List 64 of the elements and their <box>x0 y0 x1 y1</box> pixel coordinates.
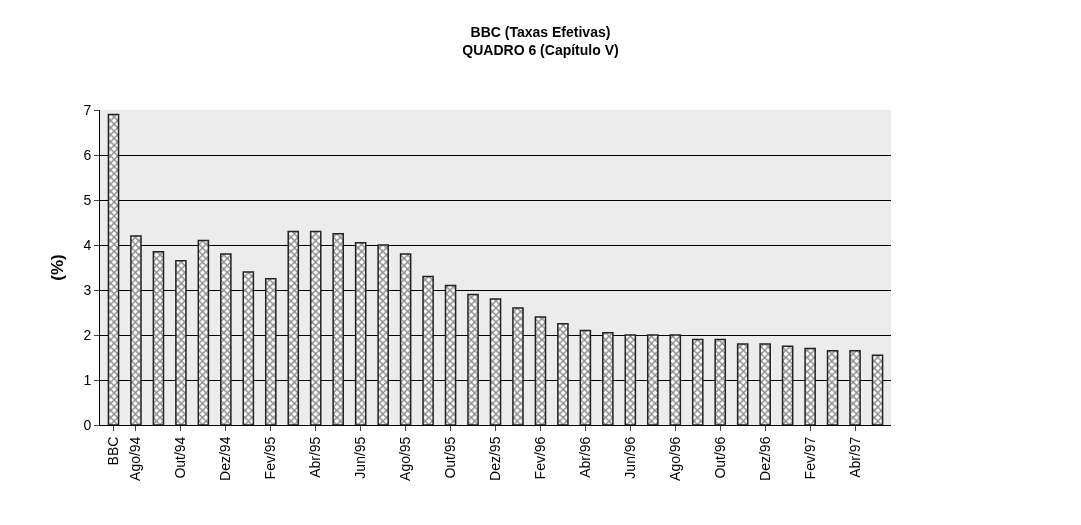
chart-subtitle: QUADRO 6 (Capítulo V) <box>462 41 619 58</box>
bar <box>714 338 727 425</box>
bar <box>264 278 277 425</box>
y-tick-label: 2 <box>83 326 92 343</box>
bar <box>781 345 794 425</box>
x-tick-label: Abr/95 <box>307 436 324 478</box>
bar <box>557 323 569 425</box>
bar <box>130 235 142 425</box>
x-tick-label: BBC <box>105 436 122 466</box>
bar <box>422 275 434 425</box>
bar <box>804 347 816 425</box>
x-tick-label: Fev/95 <box>262 436 279 480</box>
bar <box>602 332 614 425</box>
x-tick-label: Out/95 <box>442 436 459 479</box>
x-tick-label: Dez/95 <box>487 436 504 481</box>
y-tick-label: 7 <box>83 101 92 118</box>
bar <box>647 334 659 425</box>
bar <box>444 284 457 425</box>
x-tick-label: Fev/97 <box>801 436 818 480</box>
bar <box>467 293 479 425</box>
bar <box>624 334 637 425</box>
bar <box>489 298 502 425</box>
bar <box>826 350 839 425</box>
y-tick-label: 4 <box>83 236 92 253</box>
x-tick-label: Dez/96 <box>756 436 773 481</box>
bar <box>512 307 524 425</box>
x-tick-label: Out/96 <box>711 436 728 479</box>
x-tick-label: Abr/97 <box>846 436 863 478</box>
x-tick-label: Out/94 <box>172 436 189 479</box>
x-tick-label: Fev/96 <box>531 436 548 480</box>
bar <box>377 244 389 425</box>
bar <box>691 338 704 425</box>
bar <box>534 316 547 425</box>
bar <box>736 343 749 425</box>
bar <box>152 251 165 425</box>
bar <box>220 253 232 425</box>
y-tick-label: 6 <box>83 146 92 163</box>
bar <box>871 354 884 425</box>
bar <box>849 350 861 425</box>
x-tick-label: Jun/96 <box>621 436 638 479</box>
x-tick-label: Jun/95 <box>352 436 369 479</box>
y-tick-label: 3 <box>83 281 92 298</box>
y-tick-label: 5 <box>83 191 92 208</box>
y-tick-label: 1 <box>83 371 92 388</box>
bar <box>287 230 300 425</box>
x-tick-label: Abr/96 <box>576 436 593 478</box>
bar <box>354 242 367 425</box>
bar <box>197 239 210 425</box>
bar <box>759 343 771 425</box>
x-tick-label: Ago/95 <box>397 436 414 481</box>
x-tick-label: Ago/94 <box>127 436 144 481</box>
bar <box>175 260 187 425</box>
bar <box>242 271 255 425</box>
y-axis-title: (%) <box>47 254 67 281</box>
bar <box>579 329 592 425</box>
x-tick-label: Dez/94 <box>217 436 234 481</box>
bar <box>669 334 682 425</box>
bar <box>107 113 120 425</box>
bar <box>309 230 322 425</box>
bar <box>332 233 344 425</box>
bar <box>399 253 412 425</box>
chart-title: BBC (Taxas Efetivas) <box>470 23 611 40</box>
y-tick-label: 0 <box>83 416 92 433</box>
x-tick-label: Ago/96 <box>666 436 683 481</box>
